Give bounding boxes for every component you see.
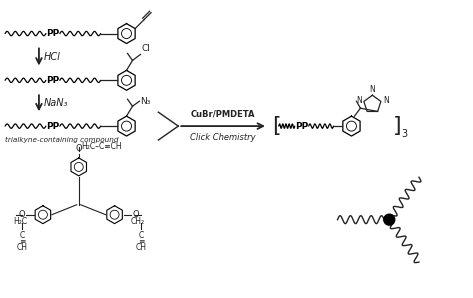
Text: PP: PP	[295, 122, 308, 131]
Text: ]: ]	[393, 116, 402, 136]
Text: Click Chemistry: Click Chemistry	[190, 133, 256, 142]
Text: CH: CH	[17, 243, 27, 252]
Text: N: N	[356, 96, 362, 105]
Text: H₂C–C≡CH: H₂C–C≡CH	[82, 142, 123, 150]
Text: O: O	[75, 144, 82, 153]
Text: C: C	[19, 231, 25, 240]
Text: 3: 3	[401, 129, 407, 139]
Text: ≡: ≡	[138, 237, 145, 246]
Text: CH: CH	[136, 243, 147, 252]
Text: PP: PP	[46, 122, 60, 131]
Text: trialkyne-containing compound: trialkyne-containing compound	[5, 137, 119, 143]
Text: ≡: ≡	[19, 237, 25, 246]
Text: H₂C: H₂C	[13, 217, 27, 226]
Text: N: N	[383, 96, 388, 105]
Text: CH₂: CH₂	[131, 217, 145, 226]
Text: NaN₃: NaN₃	[44, 98, 68, 108]
Text: [: [	[272, 116, 280, 136]
Text: PP: PP	[46, 29, 60, 38]
Text: C: C	[139, 231, 144, 240]
Text: CuBr/PMDETA: CuBr/PMDETA	[191, 109, 255, 118]
Text: N₃: N₃	[140, 97, 151, 106]
Text: PP: PP	[46, 76, 60, 85]
Text: HCl: HCl	[44, 52, 61, 62]
Circle shape	[384, 214, 395, 225]
Text: Cl: Cl	[141, 44, 150, 53]
Text: N: N	[369, 85, 375, 94]
Text: O: O	[18, 210, 25, 219]
Text: O: O	[132, 210, 139, 219]
